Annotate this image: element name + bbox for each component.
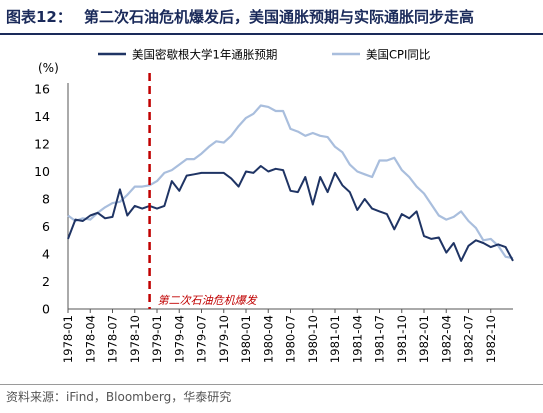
x-tick-label: 1978-01 <box>61 315 75 363</box>
x-tick-label: 1979-01 <box>150 315 164 363</box>
x-tick-label: 1979-04 <box>172 315 186 363</box>
figure-header: 图表12： 第二次石油危机爆发后，美国通胀预期与实际通胀同步走高 <box>0 0 543 34</box>
series-line-inflation-expectation <box>67 165 514 262</box>
x-tick-label: 1982-04 <box>439 315 453 363</box>
x-tick-label: 1982-10 <box>484 315 498 363</box>
x-tick-label: 1980-10 <box>306 315 320 363</box>
x-tick-label: 1981-04 <box>350 315 364 363</box>
x-tick-label: 1981-01 <box>328 315 342 363</box>
series-line-cpi <box>67 104 514 260</box>
y-tick-label: 14 <box>34 109 50 124</box>
source-note: 资料来源：iFind，Bloomberg，华泰研究 <box>6 390 232 404</box>
x-tick-label: 1978-10 <box>128 315 142 363</box>
y-tick-label: 6 <box>42 219 50 234</box>
y-tick-label: 10 <box>34 164 50 179</box>
legend-label-inflation-expectation: 美国密歇根大学1年通胀预期 <box>132 48 277 62</box>
legend-label-cpi: 美国CPI同比 <box>366 48 430 62</box>
x-tick-label: 1980-01 <box>239 315 253 363</box>
figure-label: 图表12： <box>6 8 72 26</box>
footer-rule <box>0 384 543 385</box>
y-tick-label: 0 <box>42 302 50 317</box>
x-tick-label: 1982-07 <box>462 315 476 363</box>
y-tick-label: 4 <box>42 247 50 262</box>
title-rule <box>0 33 543 35</box>
x-tick-label: 1980-04 <box>261 315 275 363</box>
x-tick-label: 1981-10 <box>395 315 409 363</box>
y-tick-label: 2 <box>42 274 50 289</box>
x-tick-label: 1982-01 <box>417 315 431 363</box>
x-tick-label: 1980-07 <box>284 315 298 363</box>
y-tick-label: 8 <box>42 192 50 207</box>
x-tick-label: 1978-07 <box>106 315 120 363</box>
x-tick-label: 1979-10 <box>217 315 231 363</box>
line-chart: 美国密歇根大学1年通胀预期 美国CPI同比 (%) 0 2 4 6 8 10 12 14 16 1978… <box>34 48 514 363</box>
y-tick-label: 16 <box>34 82 50 97</box>
y-axis-unit-label: (%) <box>38 61 59 75</box>
event-marker-label: 第二次石油危机爆发 <box>158 294 258 307</box>
x-tick-label: 1981-07 <box>373 315 387 363</box>
figure-title: 第二次石油危机爆发后，美国通胀预期与实际通胀同步走高 <box>84 8 475 26</box>
x-tick-label: 1978-04 <box>83 315 97 363</box>
y-tick-label: 12 <box>34 137 50 152</box>
x-tick-label: 1979-07 <box>195 315 209 363</box>
